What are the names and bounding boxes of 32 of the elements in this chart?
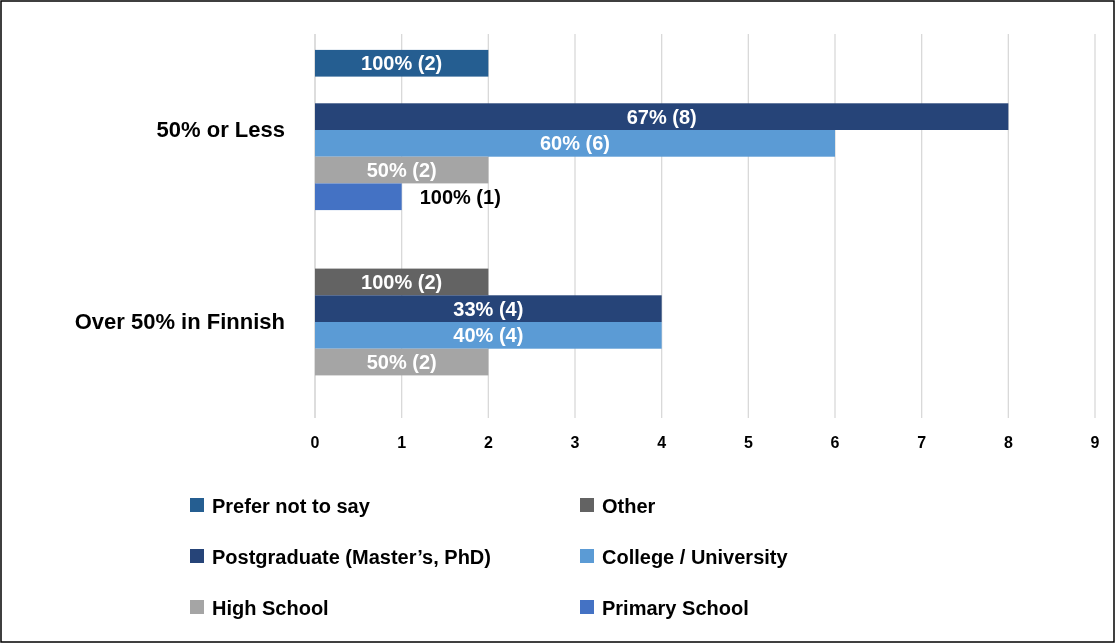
x-tick-label: 8: [1003, 434, 1013, 451]
bar: [315, 183, 402, 211]
bar: [315, 103, 1009, 130]
bar: [315, 130, 835, 157]
bar: [315, 322, 662, 349]
legend-label: College / University: [602, 546, 789, 568]
legend-label: High School: [212, 597, 329, 619]
x-tick-label: 7: [917, 434, 927, 451]
x-tick-label: 9: [1090, 434, 1100, 451]
bar: [315, 295, 662, 322]
x-tick-label: 5: [743, 434, 753, 451]
legend-label: Prefer not to say: [212, 495, 371, 517]
x-tick-label: 4: [657, 434, 667, 451]
data-label: 100% (1): [419, 185, 501, 208]
x-tick-label: 3: [570, 434, 580, 451]
x-tick-label: 1: [397, 434, 407, 451]
data-label: 100% (2): [361, 270, 443, 293]
data-label: 33% (4): [453, 297, 524, 320]
data-label: 100% (2): [361, 52, 443, 75]
legend-label: Postgraduate (Master’s, PhD): [212, 546, 491, 568]
legend-label: Primary School: [602, 597, 749, 619]
data-label: 50% (2): [366, 351, 437, 374]
y-tick-label: 50% or Less: [156, 117, 285, 142]
data-label: 67% (8): [626, 105, 697, 128]
x-tick-label: 2: [483, 434, 493, 451]
y-tick-label: Over 50% in Finnish: [74, 309, 285, 334]
data-label: 50% (2): [366, 159, 437, 182]
data-label: 60% (6): [539, 132, 611, 155]
data-label: 40% (4): [453, 324, 524, 347]
x-tick-label: 6: [830, 434, 840, 451]
legend-label: Other: [602, 495, 656, 517]
x-tick-label: 0: [310, 434, 320, 451]
